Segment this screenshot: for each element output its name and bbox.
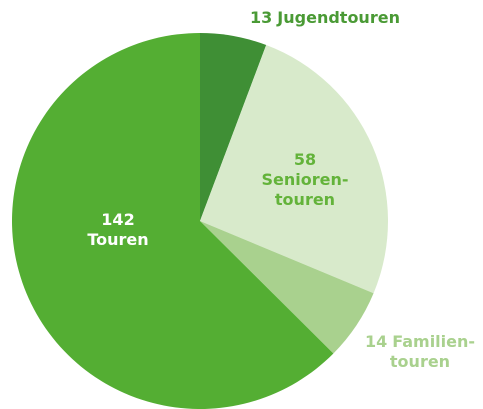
value-label: 142: [101, 210, 134, 229]
pie-slice: [200, 45, 388, 294]
value-label: 14: [365, 332, 387, 351]
category-label: Senioren-: [261, 170, 348, 189]
category-label: touren: [390, 352, 450, 371]
value-label: 58: [294, 150, 316, 169]
slice-label: 142 Touren: [87, 210, 148, 249]
pie-slice: [200, 33, 267, 221]
category-label: Jugendtouren: [276, 8, 400, 27]
pie-slice: [200, 221, 374, 354]
slice-label: 14 Familien-touren: [365, 332, 475, 371]
category-label: touren: [275, 190, 335, 209]
category-label: Touren: [87, 230, 148, 249]
slice-label: 13 Jugendtouren: [250, 8, 400, 27]
slice-label: 58 Senioren-touren: [261, 150, 348, 209]
pie-slice: [12, 33, 334, 409]
category-label: Familien-: [392, 332, 475, 351]
value-label: 13: [250, 8, 272, 27]
